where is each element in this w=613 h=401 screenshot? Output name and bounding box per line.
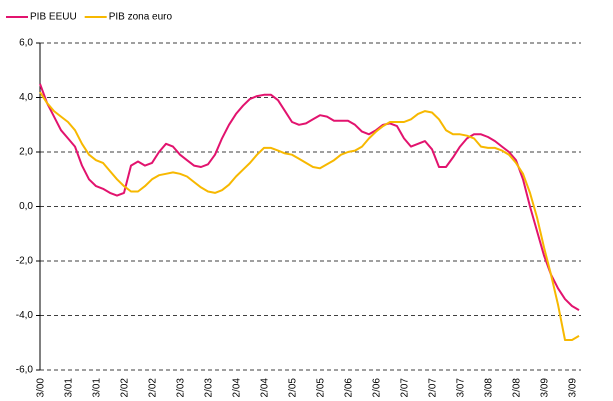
- x-tick-label: 2/07: [428, 378, 439, 398]
- y-tick-label: -4,0: [16, 310, 34, 321]
- x-tick-label: 3/07: [456, 378, 467, 398]
- line-series: [39, 83, 580, 311]
- y-tick-label: 4,0: [19, 92, 33, 103]
- x-tick-label: 2/04: [260, 378, 271, 398]
- x-tick-label: 3/09: [568, 378, 579, 398]
- x-tick-label: 3/01: [64, 378, 75, 398]
- x-tick-label: 2/04: [232, 378, 243, 398]
- line-series: [39, 91, 580, 341]
- y-tick-label: -2,0: [16, 256, 34, 267]
- x-tick-label: 2/02: [148, 378, 159, 398]
- x-tick-label: 2/08: [512, 378, 523, 398]
- x-tick-label: 2/05: [288, 378, 299, 398]
- x-tick-label: 2/03: [204, 378, 215, 398]
- x-tick-label: 2/02: [120, 378, 131, 398]
- legend-label: PIB EEUU: [30, 12, 77, 23]
- y-tick-label: 6,0: [19, 38, 33, 49]
- x-tick-label: 3/08: [484, 378, 495, 398]
- x-tick-label: 2/05: [316, 378, 327, 398]
- x-tick-label: 3/00: [36, 378, 47, 398]
- legend-label: PIB zona euro: [109, 12, 173, 23]
- y-tick-label: 2,0: [19, 147, 33, 158]
- x-tick-label: 2/06: [372, 378, 383, 398]
- x-tick-label: 2/03: [176, 378, 187, 398]
- x-tick-label: 2/07: [400, 378, 411, 398]
- y-tick-label: -6,0: [16, 365, 34, 376]
- y-tick-label: 0,0: [19, 201, 33, 212]
- x-tick-label: 3/01: [92, 378, 103, 398]
- x-tick-label: 2/06: [344, 378, 355, 398]
- x-tick-label: 3/09: [540, 378, 551, 398]
